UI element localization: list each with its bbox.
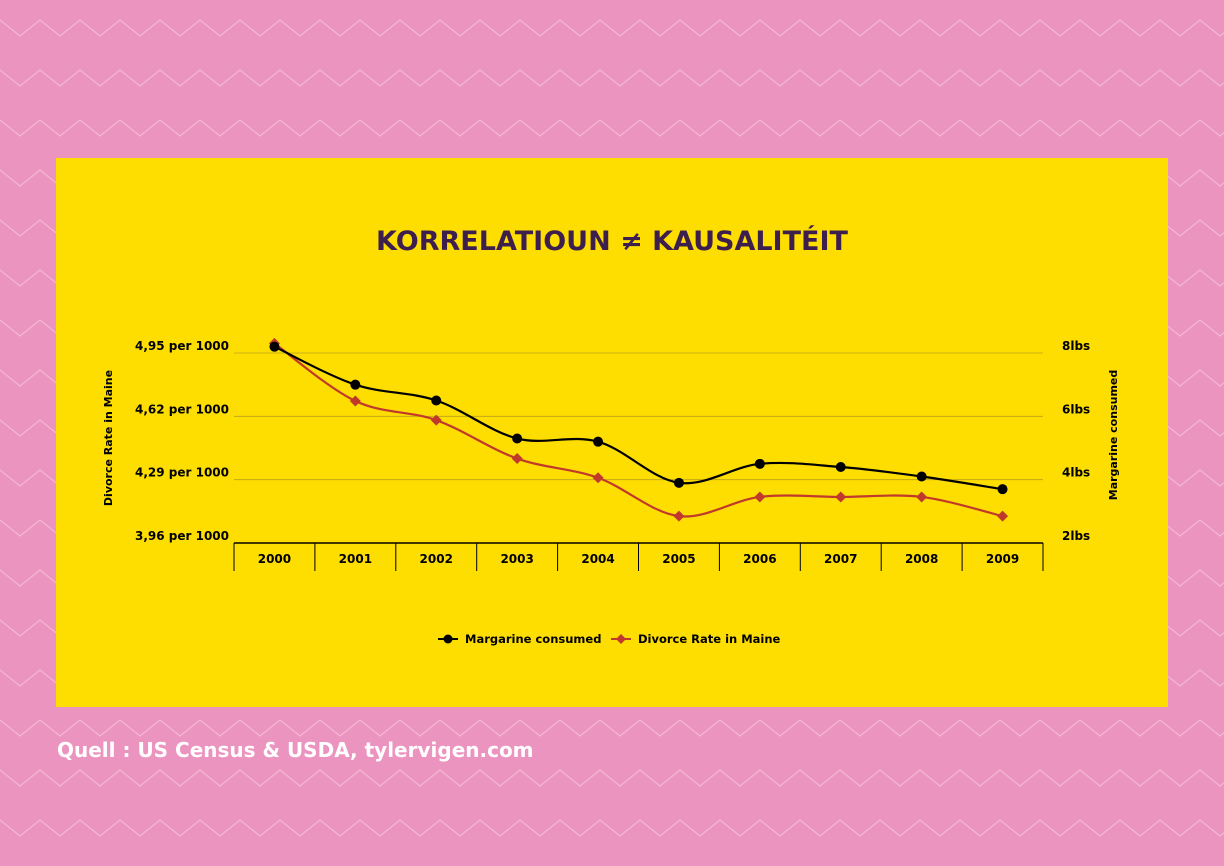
y-right-axis-title: Margarine consumed bbox=[1107, 370, 1120, 501]
y-left-axis-title: Divorce Rate in Maine bbox=[102, 370, 115, 506]
margarine-consumed-point bbox=[512, 433, 523, 444]
x-tick-label: 2007 bbox=[824, 552, 857, 566]
chart-panel: KORRELATIOUN ≠ KAUSALITÉIT 3,96 per 1000… bbox=[56, 158, 1168, 707]
divorce-rate-in-maine-point bbox=[511, 453, 523, 465]
margarine-consumed-point bbox=[754, 458, 765, 469]
margarine-consumed-point bbox=[673, 477, 684, 488]
x-tick-label: 2008 bbox=[905, 552, 938, 566]
chart-title: KORRELATIOUN ≠ KAUSALITÉIT bbox=[376, 225, 848, 257]
y-right-tick-label: 6lbs bbox=[1062, 402, 1090, 416]
legend-label: Margarine consumed bbox=[465, 632, 601, 646]
margarine-consumed-point bbox=[835, 462, 846, 472]
legend-marker-margarine-consumed bbox=[443, 634, 453, 644]
y-left-tick-label: 3,96 per 1000 bbox=[135, 529, 229, 543]
x-tick-label: 2004 bbox=[581, 552, 614, 566]
y-left-tick-label: 4,95 per 1000 bbox=[135, 339, 229, 353]
source-credit: Quell : US Census & USDA, tylervigen.com bbox=[57, 738, 534, 762]
margarine-consumed-point bbox=[997, 484, 1008, 495]
x-tick-label: 2003 bbox=[500, 552, 533, 566]
x-tick-label: 2002 bbox=[420, 552, 453, 566]
y-right-tick-label: 8lbs bbox=[1062, 339, 1090, 353]
margarine-consumed-point bbox=[269, 341, 280, 352]
margarine-consumed-point bbox=[431, 395, 442, 406]
legend-label: Divorce Rate in Maine bbox=[638, 632, 781, 646]
y-right-tick-label: 2lbs bbox=[1062, 529, 1090, 543]
x-tick-label: 2006 bbox=[743, 552, 776, 566]
divorce-rate-in-maine-point bbox=[592, 472, 604, 484]
margarine-consumed-point bbox=[350, 379, 361, 390]
divorce-rate-in-maine-line bbox=[273, 342, 1003, 518]
divorce-rate-in-maine-point bbox=[349, 395, 361, 407]
margarine-consumed-point bbox=[916, 471, 927, 482]
divorce-rate-in-maine-point bbox=[673, 510, 685, 522]
margarine-consumed-line bbox=[273, 345, 1003, 491]
y-right-tick-label: 4lbs bbox=[1062, 466, 1090, 480]
margarine-consumed-point bbox=[593, 436, 604, 447]
divorce-rate-in-maine-point bbox=[754, 491, 766, 503]
divorce-rate-in-maine-point bbox=[997, 510, 1009, 522]
y-left-tick-label: 4,29 per 1000 bbox=[135, 466, 229, 480]
y-left-tick-label: 4,62 per 1000 bbox=[135, 402, 229, 416]
x-tick-label: 2009 bbox=[986, 552, 1019, 566]
divorce-rate-in-maine-point bbox=[916, 491, 928, 503]
divorce-rate-in-maine-point bbox=[835, 491, 847, 503]
x-tick-label: 2000 bbox=[258, 552, 291, 566]
legend-marker-divorce-rate-in-maine bbox=[616, 634, 626, 644]
line-chart: KORRELATIOUN ≠ KAUSALITÉIT 3,96 per 1000… bbox=[102, 225, 1120, 646]
divorce-rate-in-maine-point bbox=[430, 414, 442, 426]
x-tick-label: 2005 bbox=[662, 552, 695, 566]
x-tick-label: 2001 bbox=[339, 552, 372, 566]
